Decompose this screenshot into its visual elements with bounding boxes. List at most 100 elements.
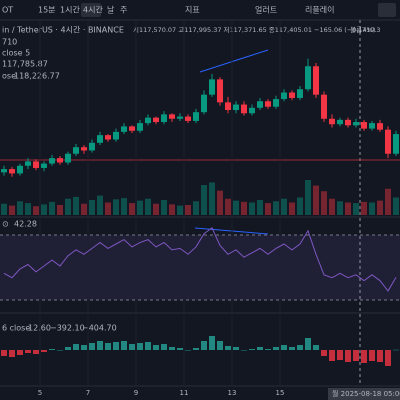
macd-hist: 12.60 bbox=[28, 324, 51, 333]
candle-body bbox=[145, 117, 151, 124]
macd-bar bbox=[201, 341, 207, 350]
rsi-value: 42.28 bbox=[14, 220, 37, 229]
interval[interactable]: 4시간 bbox=[83, 5, 103, 15]
macd-bar bbox=[385, 350, 391, 366]
volume-bar bbox=[337, 201, 343, 215]
volume-bar bbox=[209, 182, 215, 215]
interval[interactable]: 15분 bbox=[38, 6, 56, 15]
volume-bar bbox=[65, 198, 71, 215]
macd-bar bbox=[313, 345, 319, 350]
macd-bar bbox=[145, 342, 151, 350]
candle-body bbox=[89, 142, 95, 151]
candle-body bbox=[41, 163, 47, 168]
volume-bar bbox=[25, 203, 31, 215]
macd-bar bbox=[81, 345, 87, 350]
volume-bar bbox=[113, 199, 119, 215]
macd-bar bbox=[273, 347, 279, 350]
candle-body bbox=[9, 169, 15, 174]
candle-body bbox=[369, 123, 375, 129]
volume-bar bbox=[345, 202, 351, 215]
indicators[interactable]: 지표 bbox=[185, 6, 200, 15]
macd-name: 6 close bbox=[2, 324, 30, 333]
volume-bar bbox=[233, 200, 239, 215]
ma-legend: close 5 bbox=[2, 49, 30, 58]
x-tick-label: 5 bbox=[38, 389, 42, 397]
volume-bar bbox=[393, 197, 399, 215]
volume-bar bbox=[89, 200, 95, 215]
rsi-line bbox=[3, 227, 397, 292]
x-tick-label: 15 bbox=[276, 389, 285, 397]
candle-body bbox=[225, 102, 231, 110]
macd-bar bbox=[113, 342, 119, 350]
volume-bar bbox=[329, 198, 335, 215]
symbol[interactable]: OT bbox=[2, 6, 13, 15]
macd-line: −392.10 bbox=[50, 324, 85, 333]
volume-bar bbox=[217, 190, 223, 215]
volume-bar bbox=[57, 205, 63, 215]
macd-bar bbox=[321, 350, 327, 356]
volume-bar bbox=[265, 203, 271, 215]
macd-bar bbox=[9, 350, 15, 357]
macd-bar bbox=[73, 344, 79, 350]
macd-bar bbox=[217, 341, 223, 350]
macd-bar bbox=[329, 350, 335, 361]
macd-bar bbox=[297, 345, 303, 350]
candle-body bbox=[33, 161, 39, 168]
candle-body bbox=[345, 119, 351, 126]
volume-bar bbox=[33, 206, 39, 215]
macd-bar bbox=[121, 341, 127, 350]
candle-body bbox=[129, 126, 135, 131]
trend-line bbox=[199, 49, 269, 73]
interval[interactable]: 주 bbox=[120, 6, 127, 15]
macd-bar bbox=[49, 349, 55, 350]
macd-bar bbox=[337, 350, 343, 360]
volume-bar bbox=[201, 185, 207, 215]
macd-bar bbox=[289, 347, 295, 350]
interval[interactable]: 날 bbox=[107, 5, 115, 15]
volume-bar bbox=[241, 201, 247, 215]
ma-value: 118,226.77 bbox=[14, 72, 60, 81]
candle-body bbox=[393, 134, 399, 154]
macd-bar bbox=[393, 349, 399, 351]
macd-bar bbox=[193, 348, 199, 350]
candle-body bbox=[137, 123, 143, 131]
candle-body bbox=[361, 122, 367, 129]
volume-bar bbox=[121, 198, 127, 215]
volume-bar bbox=[129, 203, 135, 215]
candle-body bbox=[185, 116, 191, 121]
interval[interactable]: 1시간 bbox=[60, 5, 80, 15]
candle-body bbox=[337, 119, 343, 125]
macd-bar bbox=[305, 338, 311, 350]
candle-body bbox=[65, 153, 71, 163]
volume-bar bbox=[249, 202, 255, 215]
candle-body bbox=[305, 66, 311, 90]
macd-bar bbox=[25, 350, 31, 353]
candle-body bbox=[169, 114, 175, 119]
macd-bar bbox=[257, 347, 263, 350]
candle-body bbox=[281, 92, 287, 100]
candle-body bbox=[209, 79, 215, 95]
candle-body bbox=[353, 122, 359, 126]
macd-bar bbox=[281, 345, 287, 350]
macd-bar bbox=[153, 345, 159, 350]
volume-bar bbox=[361, 201, 367, 215]
macd-bar bbox=[33, 350, 39, 354]
ma-legend: ose bbox=[2, 72, 16, 81]
macd-bar bbox=[353, 350, 359, 361]
volume-bar bbox=[353, 203, 359, 215]
alert[interactable]: 얼러트 bbox=[255, 5, 277, 15]
candle-body bbox=[321, 94, 327, 119]
volume-bar bbox=[377, 200, 383, 215]
candle-body bbox=[289, 92, 295, 98]
candle-body bbox=[313, 66, 319, 95]
snapshot-button[interactable] bbox=[378, 3, 396, 17]
header-ohlc: 시117,570.07 고117,995.37 저117,371.65 종117… bbox=[133, 25, 375, 34]
x-tick-label: 13 bbox=[228, 389, 237, 397]
replay[interactable]: 리플레이 bbox=[305, 5, 334, 15]
ma-value: 117,785.87 bbox=[2, 60, 48, 69]
macd-bar bbox=[105, 343, 111, 350]
macd-bar bbox=[65, 347, 71, 350]
crosshair-label: 월 2025-08-18 05:00 bbox=[332, 389, 400, 398]
volume-bar bbox=[185, 205, 191, 215]
